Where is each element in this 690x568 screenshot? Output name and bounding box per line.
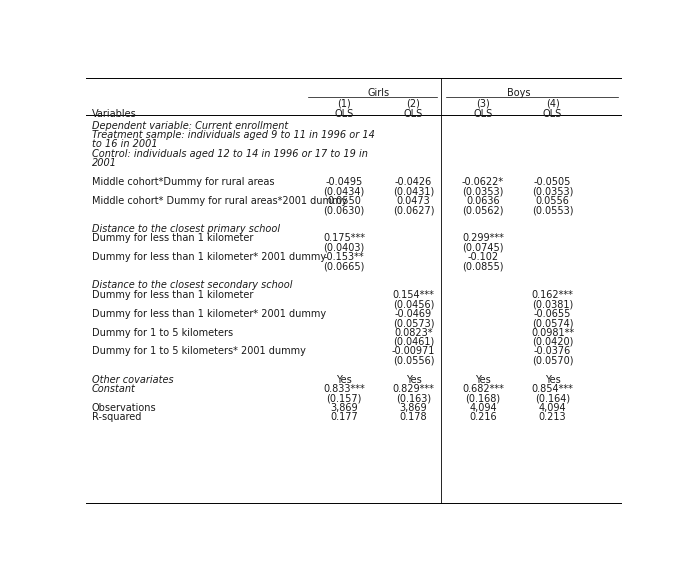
Text: (0.0745): (0.0745) (462, 243, 504, 253)
Text: to 16 in 2001: to 16 in 2001 (92, 140, 157, 149)
Text: (0.0855): (0.0855) (462, 262, 504, 272)
Text: -0.0505: -0.0505 (534, 177, 571, 187)
Text: OLS: OLS (543, 109, 562, 119)
Text: OLS: OLS (404, 109, 423, 119)
Text: (0.0403): (0.0403) (324, 243, 364, 253)
Text: (0.0570): (0.0570) (532, 356, 573, 366)
Text: (4): (4) (546, 99, 560, 109)
Text: (0.0573): (0.0573) (393, 318, 434, 328)
Text: -0.0655: -0.0655 (534, 308, 571, 319)
Text: 0.0550: 0.0550 (327, 196, 361, 206)
Text: 0.0473: 0.0473 (397, 196, 431, 206)
Text: 0.216: 0.216 (469, 412, 497, 422)
Text: Boys: Boys (506, 88, 530, 98)
Text: (0.0665): (0.0665) (324, 262, 365, 272)
Text: Other covariates: Other covariates (92, 374, 173, 385)
Text: Dummy for 1 to 5 kilometers* 2001 dummy: Dummy for 1 to 5 kilometers* 2001 dummy (92, 346, 306, 356)
Text: (0.0353): (0.0353) (532, 186, 573, 197)
Text: (0.0434): (0.0434) (324, 186, 364, 197)
Text: 3,869: 3,869 (400, 403, 427, 413)
Text: Girls: Girls (368, 88, 390, 98)
Text: (0.0627): (0.0627) (393, 205, 434, 215)
Text: Yes: Yes (475, 374, 491, 385)
Text: -0.0376: -0.0376 (534, 346, 571, 356)
Text: 0.0556: 0.0556 (535, 196, 569, 206)
Text: Middle cohort*Dummy for rural areas: Middle cohort*Dummy for rural areas (92, 177, 274, 187)
Text: 0.177: 0.177 (330, 412, 358, 422)
Text: (0.0553): (0.0553) (532, 205, 573, 215)
Text: R-squared: R-squared (92, 412, 141, 422)
Text: 0.178: 0.178 (400, 412, 427, 422)
Text: 0.833***: 0.833*** (323, 384, 365, 394)
Text: 0.175***: 0.175*** (323, 233, 365, 244)
Text: -0.0426: -0.0426 (395, 177, 432, 187)
Text: 0.0823*: 0.0823* (394, 328, 433, 337)
Text: (0.0420): (0.0420) (532, 337, 573, 347)
Text: -0.0622*: -0.0622* (462, 177, 504, 187)
Text: Dummy for less than 1 kilometer* 2001 dummy: Dummy for less than 1 kilometer* 2001 du… (92, 252, 326, 262)
Text: Yes: Yes (544, 374, 560, 385)
Text: (0.0562): (0.0562) (462, 205, 504, 215)
Text: 0.829***: 0.829*** (393, 384, 435, 394)
Text: 0.213: 0.213 (539, 412, 566, 422)
Text: Distance to the closest secondary school: Distance to the closest secondary school (92, 281, 292, 290)
Text: (0.0381): (0.0381) (532, 299, 573, 310)
Text: (1): (1) (337, 99, 351, 109)
Text: (0.164): (0.164) (535, 393, 570, 403)
Text: -0.00971: -0.00971 (392, 346, 435, 356)
Text: (0.0556): (0.0556) (393, 356, 434, 366)
Text: Yes: Yes (406, 374, 422, 385)
Text: 0.299***: 0.299*** (462, 233, 504, 244)
Text: Middle cohort* Dummy for rural areas*2001 dummy: Middle cohort* Dummy for rural areas*200… (92, 196, 347, 206)
Text: (0.168): (0.168) (466, 393, 501, 403)
Text: Constant: Constant (92, 384, 135, 394)
Text: Control: individuals aged 12 to 14 in 1996 or 17 to 19 in: Control: individuals aged 12 to 14 in 19… (92, 149, 368, 159)
Text: 4,094: 4,094 (539, 403, 566, 413)
Text: (0.163): (0.163) (396, 393, 431, 403)
Text: (0.0574): (0.0574) (532, 318, 573, 328)
Text: 0.154***: 0.154*** (393, 290, 435, 300)
Text: 3,869: 3,869 (331, 403, 358, 413)
Text: 2001: 2001 (92, 158, 117, 168)
Text: Dummy for 1 to 5 kilometers: Dummy for 1 to 5 kilometers (92, 328, 233, 337)
Text: Observations: Observations (92, 403, 156, 413)
Text: OLS: OLS (335, 109, 353, 119)
Text: -0.0495: -0.0495 (326, 177, 363, 187)
Text: OLS: OLS (473, 109, 493, 119)
Text: (0.0353): (0.0353) (462, 186, 504, 197)
Text: 4,094: 4,094 (469, 403, 497, 413)
Text: (0.157): (0.157) (326, 393, 362, 403)
Text: (0.0431): (0.0431) (393, 186, 434, 197)
Text: (0.0456): (0.0456) (393, 299, 434, 310)
Text: (2): (2) (406, 99, 420, 109)
Text: (0.0461): (0.0461) (393, 337, 434, 347)
Text: Treatment sample: individuals aged 9 to 11 in 1996 or 14: Treatment sample: individuals aged 9 to … (92, 130, 375, 140)
Text: 0.0636: 0.0636 (466, 196, 500, 206)
Text: 0.682***: 0.682*** (462, 384, 504, 394)
Text: Distance to the closest primary school: Distance to the closest primary school (92, 224, 279, 234)
Text: Dummy for less than 1 kilometer: Dummy for less than 1 kilometer (92, 290, 253, 300)
Text: -0.0469: -0.0469 (395, 308, 432, 319)
Text: (0.0630): (0.0630) (324, 205, 364, 215)
Text: Dependent variable: Current enrollment: Dependent variable: Current enrollment (92, 120, 288, 131)
Text: -0.153**: -0.153** (324, 252, 364, 262)
Text: 0.162***: 0.162*** (531, 290, 573, 300)
Text: Dummy for less than 1 kilometer: Dummy for less than 1 kilometer (92, 233, 253, 244)
Text: 0.854***: 0.854*** (531, 384, 573, 394)
Text: (3): (3) (476, 99, 490, 109)
Text: 0.0981**: 0.0981** (531, 328, 574, 337)
Text: Variables: Variables (92, 109, 137, 119)
Text: Dummy for less than 1 kilometer* 2001 dummy: Dummy for less than 1 kilometer* 2001 du… (92, 308, 326, 319)
Text: Yes: Yes (336, 374, 352, 385)
Text: -0.102: -0.102 (467, 252, 499, 262)
